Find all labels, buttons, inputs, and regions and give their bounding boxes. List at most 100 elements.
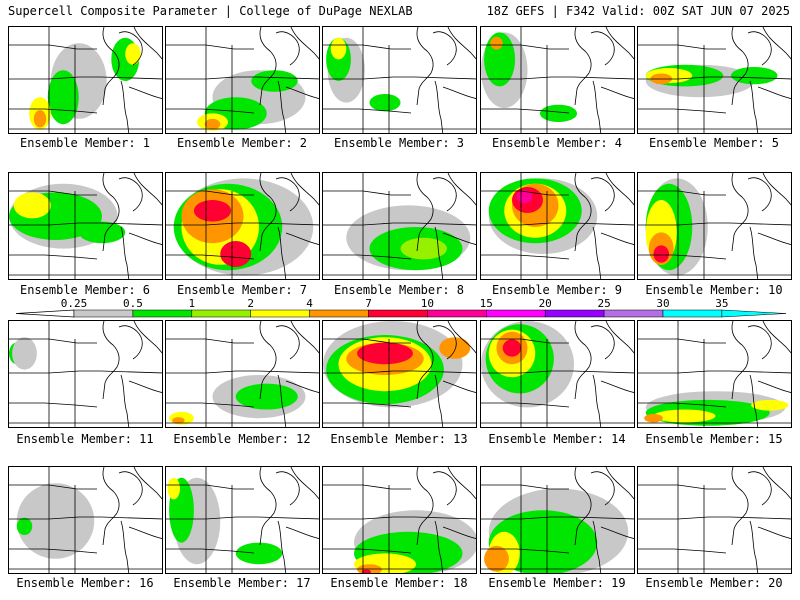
- map-boundary: [762, 321, 791, 354]
- map-boundary: [118, 177, 143, 212]
- map-boundary: [323, 108, 412, 114]
- map-boundary: [166, 108, 255, 114]
- map-boundary: [9, 402, 98, 408]
- colorbar-segment: [368, 309, 428, 318]
- map-boundary: [275, 471, 300, 506]
- map-boundary: [600, 526, 634, 539]
- map-boundary: [285, 86, 319, 99]
- map-boundary: [102, 321, 120, 400]
- ensemble-panel: [8, 26, 163, 134]
- ensemble-panel: [322, 172, 477, 280]
- map-boundary: [118, 325, 143, 360]
- scp-map: [166, 321, 319, 427]
- map-boundary: [481, 190, 569, 196]
- map-boundary: [128, 380, 162, 393]
- map-boundary: [574, 467, 592, 546]
- ensemble-member-label: Ensemble Member: 11: [16, 432, 154, 446]
- colorbar-tick-label: 20: [539, 297, 552, 310]
- ensemble-member-label: Ensemble Member: 3: [333, 136, 465, 150]
- scp-map: [323, 321, 476, 427]
- map-boundary: [447, 173, 476, 206]
- map-boundary: [572, 222, 634, 226]
- map-boundary: [592, 226, 602, 279]
- ensemble-member-label: Ensemble Member: 19: [488, 576, 626, 590]
- scp-contour-fill: [751, 399, 789, 411]
- map-boundary: [414, 222, 476, 226]
- map-boundary: [100, 76, 162, 80]
- map-boundary: [9, 484, 97, 490]
- map-boundary: [257, 222, 319, 226]
- map-boundary: [128, 86, 162, 99]
- map-boundary: [572, 76, 634, 80]
- scp-contour-fill: [220, 241, 252, 267]
- map-boundary: [133, 173, 162, 206]
- chart-title: Supercell Composite Parameter | College …: [8, 4, 413, 18]
- map-boundary: [747, 177, 772, 212]
- map-boundary: [277, 80, 287, 133]
- map-boundary: [590, 325, 615, 360]
- colorbar-tick-label: 4: [306, 297, 313, 310]
- colorbar-segment: [662, 309, 723, 318]
- map-boundary: [323, 402, 412, 408]
- map-boundary: [749, 374, 759, 427]
- ensemble-member-label: Ensemble Member: 5: [648, 136, 780, 150]
- map-boundary: [323, 190, 411, 196]
- map-boundary: [481, 484, 569, 490]
- map-boundary: [731, 27, 749, 106]
- scp-contour-fill: [516, 190, 533, 204]
- map-boundary: [757, 526, 791, 539]
- map-boundary: [605, 321, 634, 354]
- map-boundary: [9, 338, 97, 344]
- map-boundary: [102, 467, 120, 546]
- scp-contour-fill: [490, 36, 503, 50]
- scp-map: [9, 467, 162, 573]
- map-boundary: [133, 467, 162, 500]
- map-boundary: [592, 80, 602, 133]
- scp-map: [9, 173, 162, 279]
- map-boundary: [638, 190, 726, 196]
- ensemble-panel: [165, 320, 320, 428]
- colorbar-segment: [191, 309, 251, 318]
- map-boundary: [447, 27, 476, 60]
- colorbar-segment: [427, 309, 487, 318]
- map-boundary: [605, 173, 634, 206]
- ensemble-member-label: Ensemble Member: 20: [645, 576, 783, 590]
- map-boundary: [9, 190, 97, 196]
- map-boundary: [290, 321, 319, 354]
- colorbar-segment: [250, 309, 310, 318]
- map-boundary: [323, 222, 415, 226]
- scp-contour-fill: [644, 413, 663, 423]
- scp-contour-fill: [193, 200, 232, 222]
- map-boundary: [166, 484, 254, 490]
- scp-map: [638, 321, 791, 427]
- ensemble-member-label: Ensemble Member: 14: [488, 432, 626, 446]
- map-boundary: [592, 520, 602, 573]
- map-boundary: [442, 526, 476, 539]
- map-boundary: [481, 254, 570, 260]
- map-boundary: [118, 471, 143, 506]
- map-boundary: [323, 338, 411, 344]
- scp-map: [166, 467, 319, 573]
- map-boundary: [434, 226, 444, 279]
- map-boundary: [414, 516, 476, 520]
- map-boundary: [447, 321, 476, 354]
- map-boundary: [749, 80, 759, 133]
- map-boundary: [166, 76, 258, 80]
- ensemble-member-label: Ensemble Member: 17: [173, 576, 311, 590]
- colorbar-tick-label: 0.25: [61, 297, 88, 310]
- colorbar-segment: [309, 309, 369, 318]
- map-boundary: [414, 370, 476, 374]
- ensemble-panel: [165, 26, 320, 134]
- map-boundary: [275, 177, 300, 212]
- scp-contour-fill: [16, 517, 33, 536]
- ensemble-member-label: Ensemble Member: 16: [16, 576, 154, 590]
- colorbar-tick-label: 10: [421, 297, 434, 310]
- map-boundary: [277, 226, 287, 279]
- scp-map: [638, 173, 791, 279]
- map-boundary: [102, 27, 120, 106]
- map-boundary: [416, 321, 434, 400]
- map-boundary: [638, 222, 730, 226]
- map-boundary: [166, 548, 255, 554]
- map-boundary: [442, 380, 476, 393]
- map-boundary: [638, 254, 727, 260]
